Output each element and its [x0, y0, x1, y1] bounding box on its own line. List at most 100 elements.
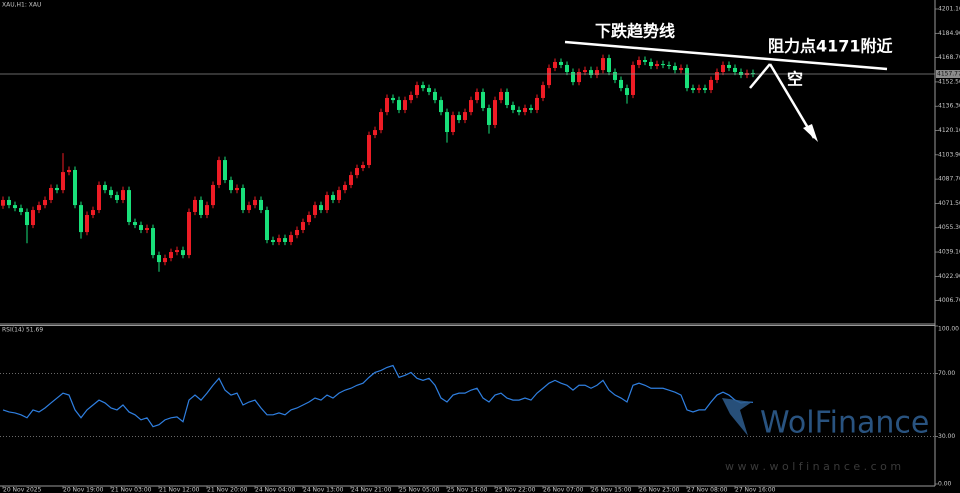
candle-body: [265, 210, 269, 241]
candle-body: [481, 91, 485, 109]
candle-body: [61, 172, 65, 191]
y-tick-label: 70.00: [938, 370, 955, 377]
candle-body: [127, 190, 131, 223]
y-tick-label: 4039.10: [938, 249, 960, 256]
candle-body: [205, 205, 209, 215]
candle-body: [721, 64, 725, 73]
candle-body: [565, 64, 569, 73]
candle-body: [709, 79, 713, 91]
plot-layer: 4201.10 4184.90 4168.70 4152.50 4136.30 4120.…: [0, 6, 960, 493]
candle-body: [7, 199, 11, 206]
candle-body: [409, 94, 413, 101]
candle-body: [31, 210, 35, 226]
candle-body: [235, 187, 239, 191]
candle-body: [625, 88, 629, 95]
candle-body: [511, 105, 515, 110]
x-tick-label: 21 Nov 12:00: [159, 487, 200, 493]
rsi-line: [2, 364, 754, 428]
y-tick-label: 0.00: [938, 481, 952, 488]
y-tick-label: 4184.90: [938, 30, 960, 37]
y-tick-label: 4168.70: [938, 54, 960, 61]
candle-body: [253, 199, 257, 206]
x-tick-label: 27 Nov 08:00: [687, 487, 728, 493]
candle-body: [643, 60, 647, 62]
candle-body: [607, 58, 611, 73]
candle-body: [517, 109, 521, 113]
candle-body: [175, 250, 179, 253]
candle-body: [655, 64, 659, 67]
candle-body: [157, 255, 161, 263]
candle-body: [277, 238, 281, 242]
y-tick-label: 4136.30: [938, 103, 960, 110]
candle-body: [529, 108, 533, 110]
arrow-up: [749, 63, 771, 89]
x-tick-label: 20 Nov 2025: [3, 487, 42, 493]
candle-body: [19, 208, 23, 212]
annotation: 空: [787, 70, 803, 89]
candle-body: [541, 85, 545, 98]
candle-body: [703, 88, 707, 91]
candle-body: [451, 115, 455, 133]
candle-body: [691, 88, 695, 91]
x-tick-label: 25 Nov 05:00: [399, 487, 440, 493]
watermark-logo: [722, 398, 752, 436]
candle-body: [385, 97, 389, 113]
candle-body: [361, 165, 365, 169]
arrow-down: [768, 63, 816, 139]
candle-body: [151, 228, 155, 256]
candle-body: [601, 58, 605, 71]
candle-body: [457, 115, 461, 121]
candle-body: [475, 91, 479, 101]
candle-body: [193, 199, 197, 212]
candle-body: [619, 79, 623, 89]
candle-body: [241, 187, 245, 211]
candle-body: [403, 100, 407, 110]
candle-body: [91, 210, 95, 215]
candle-body: [163, 258, 167, 263]
candle-body: [391, 97, 395, 101]
candle-body: [283, 238, 287, 242]
candle-body: [211, 184, 215, 206]
x-tick-label: 21 Nov 20:00: [207, 487, 248, 493]
drawings: 下跌趋势线 阻力点4171附近 空: [564, 22, 893, 142]
candle-body: [187, 211, 191, 256]
watermark-brand: WolFinance: [760, 406, 929, 441]
candle-body: [523, 108, 527, 113]
candle-body: [571, 72, 575, 83]
candle-body: [379, 112, 383, 131]
candle-body: [559, 61, 563, 65]
candle-body: [121, 190, 125, 200]
chart-title: XAU,H1: XAU: [2, 2, 41, 9]
candle-body: [307, 214, 311, 223]
y-tick-label: 30.00: [938, 433, 955, 440]
candle-body: [301, 222, 305, 230]
arrow-head: [803, 124, 818, 142]
candle-body: [463, 112, 467, 121]
candle-body: [583, 70, 587, 73]
candle-body: [73, 169, 77, 206]
candle-body: [445, 112, 449, 133]
candle-body: [247, 205, 251, 211]
candle-body: [427, 88, 431, 92]
candle-body: [589, 70, 593, 76]
candle-body: [499, 91, 503, 101]
candle-body: [595, 70, 599, 76]
candle-body: [727, 64, 731, 68]
candle-body: [181, 250, 185, 256]
candle-body: [355, 168, 359, 176]
y-tick-label: 4103.90: [938, 151, 960, 158]
candle-body: [679, 67, 683, 71]
candle-body: [289, 235, 293, 242]
candle-body: [139, 225, 143, 230]
candle-body: [319, 205, 323, 211]
x-tick-label: 27 Nov 16:00: [735, 487, 776, 493]
candle-body: [469, 100, 473, 113]
y-tick-label: 100.00: [938, 326, 959, 333]
current-price-label: 4157.77: [937, 71, 960, 78]
candle-body: [85, 214, 89, 233]
candle-body: [535, 97, 539, 110]
candle-body: [733, 67, 737, 73]
candle-body: [493, 100, 497, 125]
